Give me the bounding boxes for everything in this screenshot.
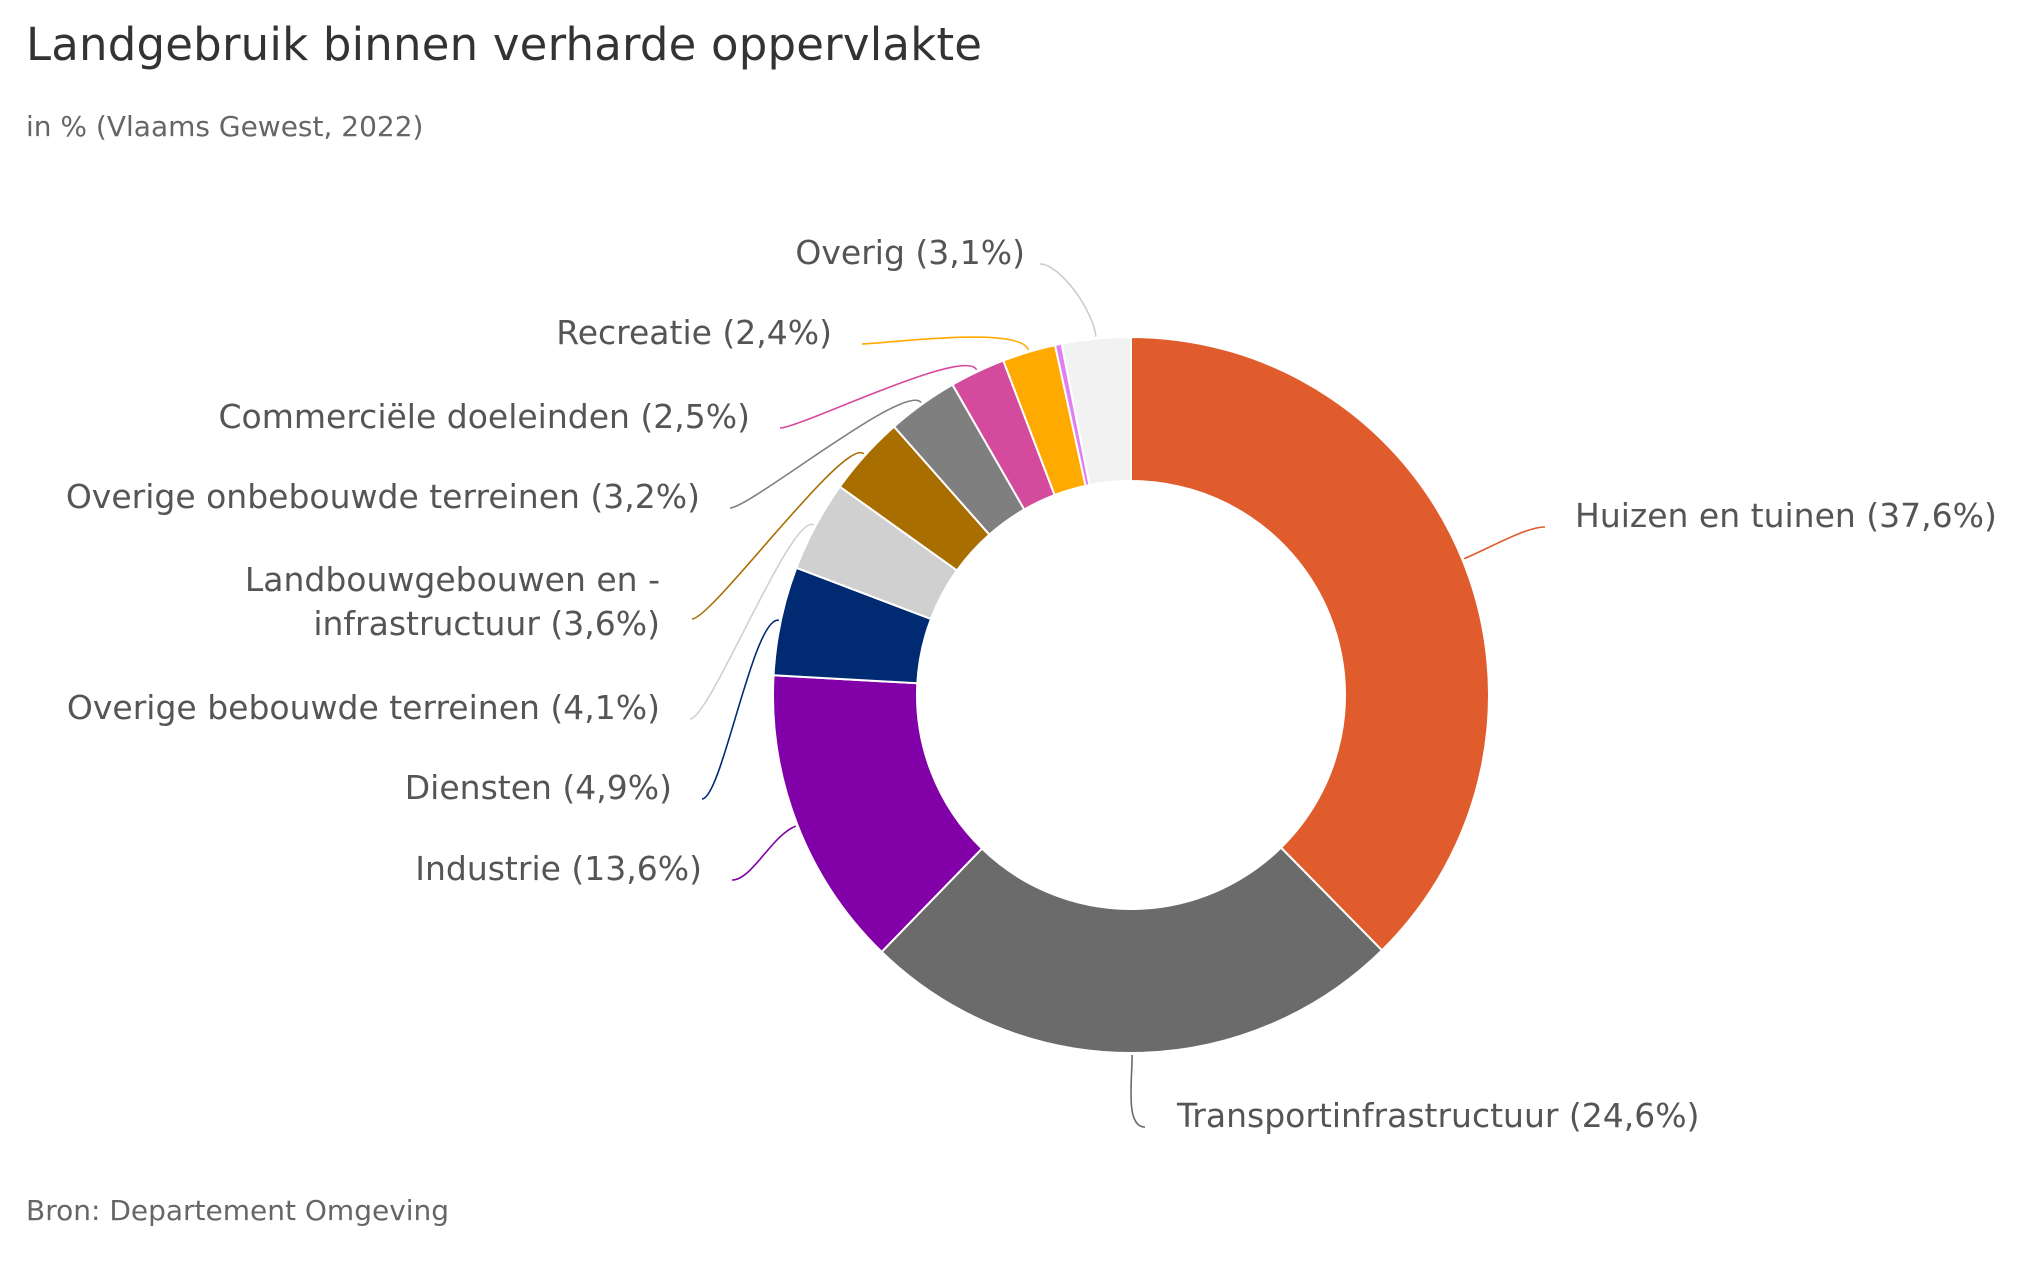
connector-overige-onbebouwde-terreinen: [729, 399, 922, 509]
label-overige-bebouwde-terreinen: Overige bebouwde terreinen (4,1%): [67, 688, 660, 727]
chart-source: Bron: Departement Omgeving: [26, 1194, 450, 1227]
label-diensten: Diensten (4,9%): [405, 768, 672, 807]
connector-transportinfrastructuur: [1130, 1054, 1146, 1128]
label-line-recreatie-0: Recreatie (2,4%): [556, 313, 832, 352]
slice-huizen-en-tuinen[interactable]: [1130, 335, 1490, 952]
connector-huizen-en-tuinen: [1463, 526, 1546, 560]
label-line-industrie-0: Industrie (13,6%): [415, 849, 702, 888]
label-recreatie: Recreatie (2,4%): [556, 313, 832, 352]
label-line-overige-onbebouwde-terreinen-0: Overige onbebouwde terreinen (3,2%): [66, 477, 700, 516]
label-overig: Overig (3,1%): [795, 233, 1025, 272]
label-landbouwgebouwen-en-infrastructuur: Landbouwgebouwen en - infrastructuur (3,6…: [245, 560, 660, 643]
connector-overige-bebouwde-terreinen: [689, 524, 815, 720]
label-connectors: [689, 263, 1546, 1128]
label-line-landbouwgebouwen-en-infrastructuur-0: Landbouwgebouwen en -: [245, 560, 660, 599]
label-huizen-en-tuinen: Huizen en tuinen (37,6%): [1575, 496, 1997, 535]
connector-diensten: [701, 619, 780, 800]
connector-commerciele-doeleinden: [779, 364, 978, 429]
label-transportinfrastructuur: Transportinfrastructuur (24,6%): [1176, 1096, 1700, 1135]
connector-recreatie: [861, 336, 1030, 351]
label-line-overige-bebouwde-terreinen-0: Overige bebouwde terreinen (4,1%): [67, 688, 660, 727]
chart-slices: [772, 335, 1490, 1055]
label-line-landbouwgebouwen-en-infrastructuur-1: infrastructuur (3,6%): [313, 604, 660, 643]
connector-overig: [1039, 263, 1097, 337]
label-line-huizen-en-tuinen-0: Huizen en tuinen (37,6%): [1575, 496, 1997, 535]
label-commerciele-doeleinden: Commerciële doeleinden (2,5%): [219, 397, 750, 436]
connector-landbouwgebouwen-en-infrastructuur: [691, 451, 865, 620]
label-line-commerciele-doeleinden-0: Commerciële doeleinden (2,5%): [219, 397, 750, 436]
slice-labels: Huizen en tuinen (37,6%) Transportinfrast…: [66, 233, 1997, 1135]
label-overige-onbebouwde-terreinen: Overige onbebouwde terreinen (3,2%): [66, 477, 700, 516]
slice-overig[interactable]: [1060, 335, 1132, 487]
label-line-transportinfrastructuur-0: Transportinfrastructuur (24,6%): [1176, 1096, 1700, 1135]
label-industrie: Industrie (13,6%): [415, 849, 702, 888]
chart-subtitle: in % (Vlaams Gewest, 2022): [26, 110, 424, 143]
slice-transportinfrastructuur[interactable]: [880, 846, 1384, 1055]
chart-title: Landgebruik binnen verharde oppervlakte: [26, 18, 983, 71]
label-line-diensten-0: Diensten (4,9%): [405, 768, 672, 807]
connector-industrie: [731, 825, 797, 881]
label-line-overig-0: Overig (3,1%): [795, 233, 1025, 272]
